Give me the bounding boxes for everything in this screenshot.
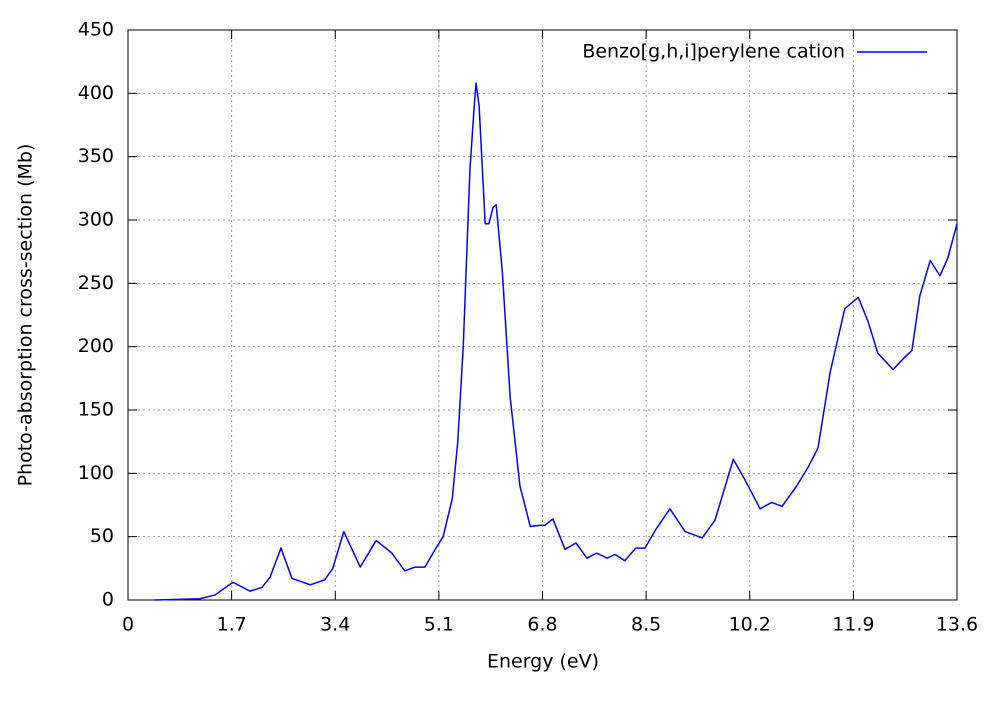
y-tick-label: 250 — [78, 272, 114, 294]
y-tick-label: 50 — [90, 525, 114, 547]
x-tick-label: 3.4 — [320, 614, 350, 636]
x-tick-label: 1.7 — [217, 614, 247, 636]
y-tick-label: 400 — [78, 82, 114, 104]
x-tick-label: 13.6 — [936, 614, 978, 636]
x-tick-label: 11.9 — [832, 614, 874, 636]
line-series — [154, 82, 958, 601]
y-axis-label: Photo-absorption cross-section (Mb) — [15, 144, 37, 487]
legend-label: Benzo[g,h,i]perylene cation — [582, 41, 845, 63]
y-tick-label: 150 — [78, 399, 114, 421]
y-tick-label: 100 — [78, 462, 114, 484]
y-tick-label: 450 — [78, 19, 114, 41]
y-tick-label: 350 — [78, 145, 114, 167]
y-tick-label: 200 — [78, 335, 114, 357]
x-tick-label: 6.8 — [527, 614, 557, 636]
x-tick-label: 10.2 — [729, 614, 771, 636]
plot-frame — [127, 29, 958, 601]
y-tick-label: 0 — [102, 589, 114, 611]
y-tick-label: 300 — [78, 209, 114, 231]
x-tick-label: 0 — [122, 614, 134, 636]
x-axis-label: Energy (eV) — [487, 651, 599, 673]
x-tick-label: 8.5 — [631, 614, 661, 636]
x-tick-label: 5.1 — [424, 614, 454, 636]
